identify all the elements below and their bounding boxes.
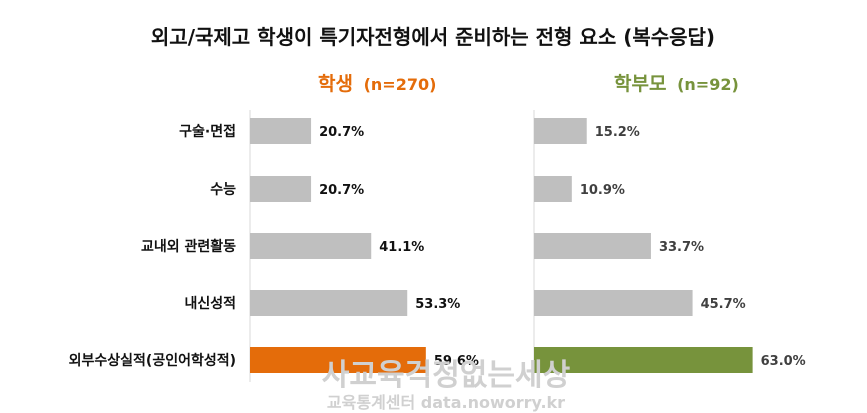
bar-students-4 <box>250 347 426 373</box>
value-label-students-1: 20.7% <box>319 183 364 198</box>
value-label-students-3: 53.3% <box>415 297 460 312</box>
value-label-parents-1: 10.9% <box>580 183 625 198</box>
watermark: 사교육걱정없는세상 교육통계센터 data.noworry.kr <box>322 358 571 412</box>
panel-name-students: 학생 <box>318 73 353 95</box>
value-label-students-4: 59.6% <box>434 354 479 369</box>
bar-parents-0 <box>534 118 587 144</box>
panel-header-students: 학생 (n=270) <box>318 73 436 95</box>
panel-n-parents: (n=92) <box>677 75 739 94</box>
bar-parents-4 <box>534 347 753 373</box>
bar-students-3 <box>250 290 408 316</box>
bar-parents-1 <box>534 176 572 202</box>
value-label-parents-3: 45.7% <box>701 297 746 312</box>
chart-title: 외고/국제고 학생이 특기자전형에서 준비하는 전형 요소 (복수응답) <box>151 25 715 49</box>
panel-header-parents: 학부모 (n=92) <box>614 73 739 95</box>
bar-parents-2 <box>534 233 651 259</box>
panel-n-students: (n=270) <box>364 75 437 94</box>
panel-name-parents: 학부모 <box>614 73 666 95</box>
panel-headers: 학생 (n=270) 학부모 (n=92) <box>318 73 739 95</box>
bars: 20.7% 20.7% 41.1% 53.3% 59.6% 15.2% 10.9% 33.7%… <box>250 118 806 373</box>
bar-students-1 <box>250 176 312 202</box>
watermark-sub: 교육통계센터 data.noworry.kr <box>327 393 565 412</box>
category-label-4: 외부수상실적(공인어학성적) <box>69 352 236 369</box>
value-label-students-0: 20.7% <box>319 125 364 140</box>
value-label-parents-4: 63.0% <box>761 354 806 369</box>
bar-students-2 <box>250 233 372 259</box>
category-label-0: 구술·면접 <box>179 123 236 140</box>
bar-parents-3 <box>534 290 693 316</box>
category-label-2: 교내외 관련활동 <box>141 238 236 255</box>
category-label-1: 수능 <box>210 182 236 198</box>
value-label-parents-2: 33.7% <box>659 240 704 255</box>
value-label-students-2: 41.1% <box>379 240 424 255</box>
value-label-parents-0: 15.2% <box>595 125 640 140</box>
watermark-main: 사교육걱정없는세상 <box>322 358 571 393</box>
category-label-3: 내신성적 <box>184 295 236 312</box>
bar-students-0 <box>250 118 312 144</box>
